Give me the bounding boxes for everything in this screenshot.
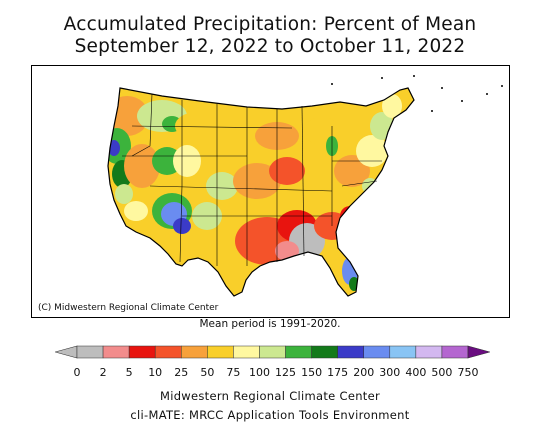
us-outline <box>107 87 415 297</box>
legend-tick-label: 500 <box>431 366 453 379</box>
legend-tick-label: 750 <box>457 366 479 379</box>
copyright-text: (C) Midwestern Regional Climate Center <box>38 303 219 313</box>
legend-swatch <box>154 345 182 359</box>
legend-tick-label: 10 <box>148 366 163 379</box>
us-precipitation-map-graphic <box>107 75 503 297</box>
legend-swatch <box>259 345 286 359</box>
legend-swatch <box>102 345 130 359</box>
mean-period-note: Mean period is 1991-2020. <box>199 318 341 330</box>
legend-swatch <box>415 345 443 359</box>
legend-tick-label: 400 <box>405 366 427 379</box>
legend-tick-label: 100 <box>248 366 270 379</box>
legend-tick-label: 75 <box>226 366 241 379</box>
legend-swatch <box>337 345 364 359</box>
legend-swatch <box>441 345 469 359</box>
legend-swatch <box>128 345 156 359</box>
footer-org: Midwestern Regional Climate Center <box>159 389 381 403</box>
legend-swatch <box>389 345 417 359</box>
legend-tick-label: 200 <box>353 366 375 379</box>
legend-tick-label: 150 <box>301 366 323 379</box>
precipitation-map <box>31 65 510 318</box>
legend-tick-label: 300 <box>379 366 401 379</box>
legend-swatch <box>181 345 208 359</box>
legend-swatch <box>363 345 391 359</box>
legend-swatch <box>311 345 338 359</box>
legend-arrow-high <box>467 345 490 359</box>
legend-tick-label: 50 <box>200 366 215 379</box>
map-title-line1: Accumulated Precipitation: Percent of Me… <box>63 14 477 35</box>
footer-tool: cli-MATE: MRCC Application Tools Environ… <box>130 408 410 422</box>
legend-tick-label: 2 <box>99 366 107 379</box>
legend-tick-label: 175 <box>327 366 349 379</box>
legend-swatch <box>285 345 312 359</box>
legend-swatch <box>76 345 104 359</box>
border-marks <box>331 75 503 112</box>
legend-swatch <box>233 345 260 359</box>
legend-tick-label: 125 <box>275 366 297 379</box>
legend-tick-label: 25 <box>174 366 189 379</box>
map-title-line2: September 12, 2022 to October 11, 2022 <box>74 36 466 57</box>
color-legend-bar <box>55 345 490 359</box>
legend-swatch <box>207 345 234 359</box>
legend-tick-label: 5 <box>125 366 133 379</box>
precip-color-fill <box>108 88 414 296</box>
legend-tick-label: 0 <box>73 366 81 379</box>
state-boundaries <box>122 93 382 266</box>
legend-arrow-low <box>55 345 78 359</box>
